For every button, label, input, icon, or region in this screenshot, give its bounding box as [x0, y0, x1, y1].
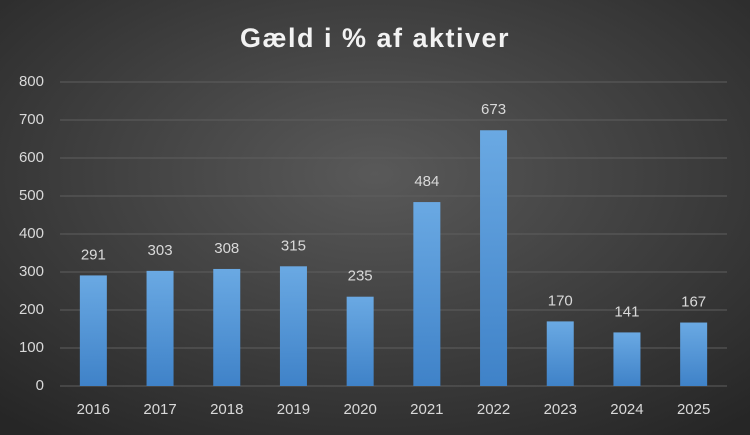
x-tick-label: 2019 — [277, 401, 310, 418]
x-tick-label: 2024 — [610, 401, 643, 418]
y-tick-label: 300 — [19, 263, 44, 280]
y-tick-label: 100 — [19, 339, 44, 356]
data-label: 308 — [214, 240, 239, 257]
data-label: 484 — [414, 173, 439, 190]
x-tick-label: 2016 — [77, 401, 110, 418]
data-label: 167 — [681, 294, 706, 311]
x-tick-label: 2021 — [410, 401, 443, 418]
data-label: 315 — [281, 237, 306, 254]
data-label: 235 — [348, 268, 373, 285]
bar — [146, 270, 174, 386]
bar — [279, 266, 307, 386]
x-tick-label: 2023 — [544, 401, 577, 418]
bar — [680, 322, 708, 386]
bar — [546, 321, 574, 386]
data-label: 170 — [548, 292, 573, 309]
y-tick-label: 700 — [19, 111, 44, 128]
bar — [346, 296, 374, 386]
bar — [413, 202, 441, 386]
data-label: 303 — [148, 242, 173, 259]
x-tick-label: 2025 — [677, 401, 710, 418]
y-tick-label: 400 — [19, 225, 44, 242]
x-tick-label: 2018 — [210, 401, 243, 418]
bar — [613, 332, 641, 386]
x-tick-label: 2017 — [143, 401, 176, 418]
bar — [79, 275, 107, 386]
chart-title: Gæld i % af aktiver — [240, 23, 510, 53]
data-label: 141 — [614, 303, 639, 320]
bar — [213, 268, 241, 386]
y-tick-label: 800 — [19, 73, 44, 90]
y-tick-label: 500 — [19, 187, 44, 204]
y-tick-label: 600 — [19, 149, 44, 166]
data-label: 673 — [481, 101, 506, 118]
data-label: 291 — [81, 246, 106, 263]
y-tick-label: 200 — [19, 301, 44, 318]
x-tick-label: 2022 — [477, 401, 510, 418]
bar — [480, 130, 508, 386]
x-tick-label: 2020 — [343, 401, 376, 418]
y-tick-label: 0 — [36, 377, 44, 394]
